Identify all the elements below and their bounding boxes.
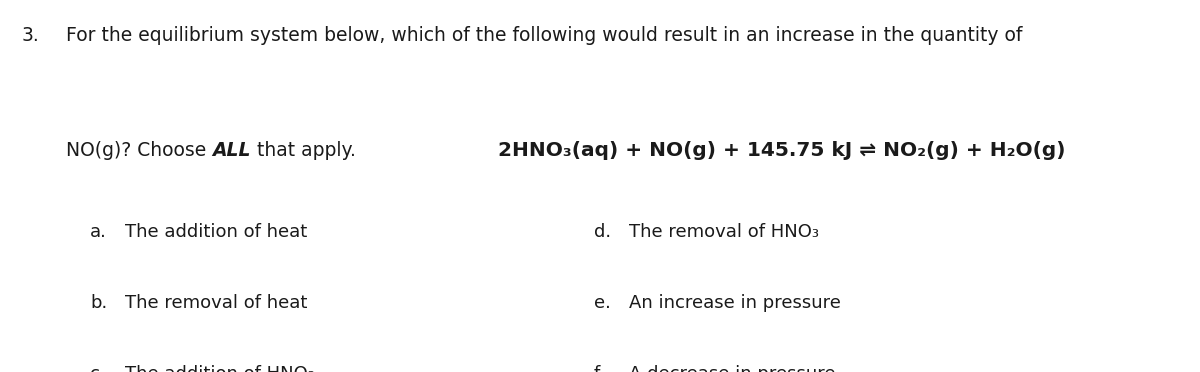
Text: ALL: ALL bbox=[212, 141, 251, 160]
Text: The addition of HNO₃: The addition of HNO₃ bbox=[125, 365, 314, 372]
Text: The removal of HNO₃: The removal of HNO₃ bbox=[629, 223, 818, 241]
Text: c.: c. bbox=[90, 365, 106, 372]
Text: 2HNO₃(aq) + NO(g) + 145.75 kJ ⇌ NO₂(g) + H₂O(g): 2HNO₃(aq) + NO(g) + 145.75 kJ ⇌ NO₂(g) +… bbox=[498, 141, 1066, 160]
Text: The removal of heat: The removal of heat bbox=[125, 294, 307, 312]
Text: An increase in pressure: An increase in pressure bbox=[629, 294, 841, 312]
Text: A decrease in pressure: A decrease in pressure bbox=[629, 365, 835, 372]
Text: a.: a. bbox=[90, 223, 107, 241]
Text: The addition of heat: The addition of heat bbox=[125, 223, 307, 241]
Text: d.: d. bbox=[594, 223, 611, 241]
Text: For the equilibrium system below, which of the following would result in an incr: For the equilibrium system below, which … bbox=[66, 26, 1022, 45]
Text: that apply.: that apply. bbox=[251, 141, 355, 160]
Text: NO(g)? Choose: NO(g)? Choose bbox=[66, 141, 212, 160]
Text: e.: e. bbox=[594, 294, 611, 312]
Text: b.: b. bbox=[90, 294, 107, 312]
Text: 3.: 3. bbox=[22, 26, 40, 45]
Text: f.: f. bbox=[594, 365, 605, 372]
